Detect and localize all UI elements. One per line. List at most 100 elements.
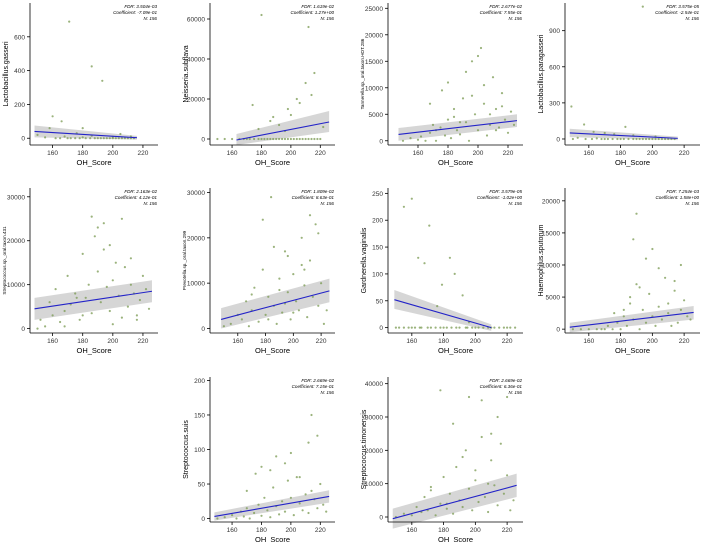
data-point bbox=[292, 137, 295, 141]
data-point bbox=[298, 101, 301, 105]
data-point bbox=[275, 137, 278, 141]
data-point bbox=[434, 326, 437, 329]
data-point bbox=[657, 305, 660, 308]
data-point bbox=[587, 328, 590, 331]
y-tick-label: 20000 bbox=[365, 32, 383, 39]
x-tick-label: 200 bbox=[470, 527, 481, 534]
data-point bbox=[216, 517, 219, 520]
stats-annotation: N: 156 bbox=[320, 201, 334, 206]
regression-line bbox=[569, 132, 678, 139]
data-point bbox=[39, 318, 42, 321]
stats-annotation: N: 156 bbox=[508, 201, 522, 206]
data-point bbox=[96, 270, 99, 273]
data-point bbox=[108, 309, 111, 313]
data-point bbox=[458, 121, 462, 124]
stats-annotation: N: 156 bbox=[320, 16, 334, 21]
data-point bbox=[494, 107, 498, 111]
data-point bbox=[445, 507, 448, 510]
y-tick-label: 600 bbox=[14, 34, 25, 41]
data-point bbox=[613, 312, 616, 315]
regression-line bbox=[34, 130, 137, 139]
data-point bbox=[651, 137, 654, 141]
data-point bbox=[240, 318, 243, 321]
data-point bbox=[303, 268, 306, 271]
data-point bbox=[93, 137, 96, 140]
data-point bbox=[448, 256, 451, 259]
data-point bbox=[263, 137, 266, 141]
data-point bbox=[44, 325, 47, 328]
data-point bbox=[141, 274, 144, 277]
stats-annotation: FDR: 2.669e-02 bbox=[489, 378, 522, 383]
data-point bbox=[300, 236, 303, 239]
data-point bbox=[455, 465, 458, 469]
data-point bbox=[632, 238, 635, 241]
data-point bbox=[316, 434, 319, 437]
data-point bbox=[216, 137, 219, 141]
data-point bbox=[325, 309, 328, 312]
data-point bbox=[603, 137, 606, 141]
data-point bbox=[644, 321, 648, 324]
data-point bbox=[245, 489, 248, 492]
confidence-band bbox=[392, 473, 517, 529]
data-point bbox=[51, 314, 54, 317]
y-tick-label: 25000 bbox=[365, 6, 383, 13]
data-point bbox=[144, 288, 148, 291]
data-point bbox=[304, 137, 307, 141]
data-point bbox=[289, 113, 292, 117]
stats-annotation: FDR: 2.677e-02 bbox=[489, 4, 522, 9]
y-axis-label: Lactobacillus.paragasseri bbox=[538, 34, 545, 113]
stats-annotation: Coefficient: 6.36e-01 bbox=[480, 384, 523, 389]
data-point bbox=[446, 118, 450, 121]
data-point bbox=[571, 328, 575, 331]
y-tick-label: 0 bbox=[379, 138, 383, 145]
data-point bbox=[606, 324, 610, 327]
data-point bbox=[467, 395, 471, 399]
data-point bbox=[611, 137, 614, 141]
data-point bbox=[455, 129, 459, 132]
data-point bbox=[490, 459, 493, 462]
y-tick-label: 400 bbox=[14, 68, 25, 75]
data-point bbox=[69, 137, 72, 140]
data-point bbox=[269, 119, 272, 123]
data-point bbox=[503, 118, 507, 121]
y-tick-label: 200 bbox=[14, 102, 25, 109]
data-point bbox=[434, 514, 437, 517]
data-point bbox=[301, 137, 304, 141]
stats-annotation: N: 156 bbox=[685, 16, 699, 21]
stats-annotation: FDR: 7.254e-03 bbox=[666, 189, 699, 194]
data-point bbox=[426, 326, 429, 329]
data-point bbox=[286, 291, 289, 294]
data-point bbox=[269, 469, 272, 472]
data-point bbox=[446, 81, 450, 84]
y-tick-label: 20000 bbox=[542, 198, 560, 205]
data-point bbox=[402, 326, 405, 329]
data-point bbox=[222, 325, 225, 328]
panel-7: 0 50 100 150 200 250 160 180 200 220 OH_Score Gardn… bbox=[361, 188, 523, 355]
data-point bbox=[297, 309, 300, 312]
data-point bbox=[496, 415, 499, 419]
data-point bbox=[298, 137, 301, 141]
data-point bbox=[428, 131, 432, 134]
data-point bbox=[458, 326, 461, 329]
y-tick-label: 0 bbox=[201, 137, 205, 144]
x-tick-label: 180 bbox=[256, 150, 267, 157]
data-point bbox=[313, 137, 316, 141]
data-point bbox=[108, 244, 111, 247]
data-point bbox=[316, 507, 319, 510]
data-point bbox=[44, 136, 47, 139]
data-point bbox=[322, 322, 325, 325]
stats-annotation: Coefficient: -1.02e+00 bbox=[477, 195, 523, 200]
y-tick-label: 50 bbox=[376, 298, 384, 305]
data-point bbox=[295, 476, 298, 479]
data-point bbox=[452, 422, 455, 425]
y-axis-label: Gardnerella.vaginalis bbox=[361, 227, 368, 293]
data-point bbox=[439, 126, 442, 129]
data-point bbox=[420, 326, 423, 329]
regression-line bbox=[394, 299, 492, 329]
data-point bbox=[266, 509, 269, 512]
data-point bbox=[261, 218, 264, 221]
data-point bbox=[624, 125, 627, 128]
data-point bbox=[308, 259, 312, 262]
data-point bbox=[275, 455, 278, 458]
